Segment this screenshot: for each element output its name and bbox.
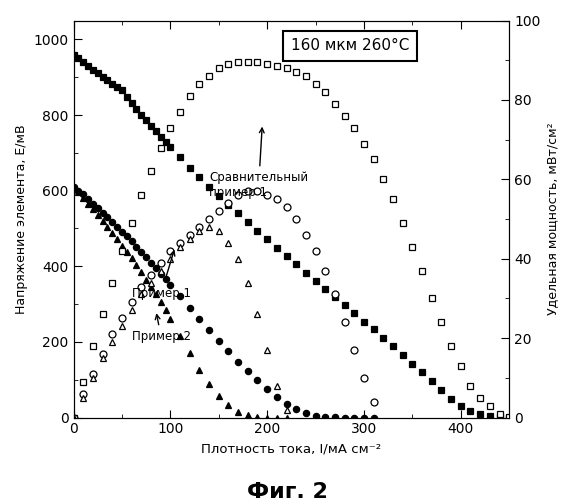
Text: Пример 1: Пример 1 bbox=[131, 251, 191, 300]
Text: Фиг. 2: Фиг. 2 bbox=[247, 482, 327, 500]
Text: Пример 2: Пример 2 bbox=[131, 314, 191, 343]
Y-axis label: Удельная мощность, мВт/см²: Удельная мощность, мВт/см² bbox=[546, 122, 559, 316]
Y-axis label: Напряжение элемента, E/мВ: Напряжение элемента, E/мВ bbox=[15, 124, 28, 314]
X-axis label: Плотность тока, I/мА см⁻²: Плотность тока, I/мА см⁻² bbox=[201, 442, 382, 455]
Text: Сравнительный
пример 1: Сравнительный пример 1 bbox=[209, 128, 308, 200]
Text: 160 мкм 260°C: 160 мкм 260°C bbox=[291, 38, 409, 54]
